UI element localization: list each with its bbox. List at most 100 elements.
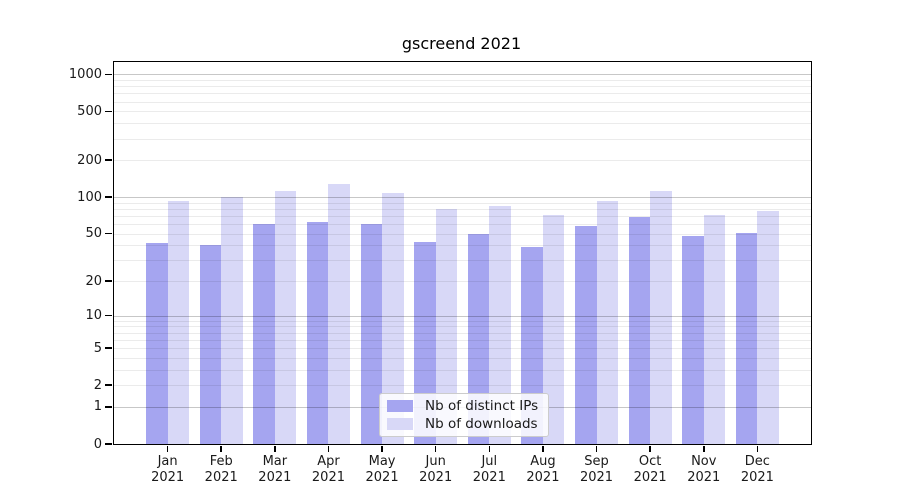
y-tick-label-500: 500 [77,103,102,119]
x-tick-dec [756,445,759,452]
y-tick-1 [105,406,112,408]
gridline-minor-800 [114,86,811,88]
bar-sep-downloads [596,200,618,444]
x-tick-label-nov: Nov 2021 [672,454,736,486]
bar-apr-distinct-ips [307,222,329,444]
bar-aug-downloads [542,215,565,444]
legend-entry-distinct-ips: Nb of distinct IPs [387,398,538,414]
gridline-major-100 [114,197,811,199]
x-tick-jul [488,445,491,452]
y-tick-2 [105,384,112,386]
bar-nov-distinct-ips [682,235,704,444]
x-tick-label-aug: Aug 2021 [511,454,575,486]
gridline-minor-700 [114,93,811,95]
x-label-month: Jun [425,454,446,469]
gridline-minor-7 [114,332,811,334]
legend: Nb of distinct IPs Nb of downloads [379,393,550,437]
x-tick-feb [220,445,222,452]
x-label-month: Jan [157,454,178,469]
y-tick-20 [105,280,112,282]
y-tick-10 [105,314,112,317]
y-tick-label-2: 2 [93,377,102,393]
x-tick-label-jul: Jul 2021 [457,454,521,486]
x-label-year: 2021 [526,470,560,485]
bar-mar-distinct-ips [253,224,275,444]
y-tick-5 [105,347,112,349]
gridline-minor-8 [114,326,811,328]
bar-jun-downloads [435,208,458,444]
gridline-minor-9 [114,320,811,322]
x-label-month: Mar [262,454,288,469]
x-label-month: May [368,454,396,469]
gridline-minor-2 [114,385,811,387]
x-label-year: 2021 [365,470,399,485]
legend-entry-downloads: Nb of downloads [387,416,538,432]
bars-layer [114,62,811,444]
x-label-year: 2021 [204,470,238,485]
x-tick-label-feb: Feb 2021 [189,454,253,486]
gridline-minor-900 [114,79,811,81]
plot-area: 1000 500 200 100 50 20 10 5 2 1 0 Jan 2021 Feb 2021 Ma… [69,61,812,485]
gridline-minor-20 [114,281,811,283]
y-tick-label-100: 100 [77,189,102,205]
bar-nov-downloads [703,215,726,444]
x-label-year: 2021 [472,470,506,485]
y-tick-label-50: 50 [85,226,102,242]
gridlines-layer [114,62,811,444]
x-label-year: 2021 [740,470,774,485]
bar-apr-downloads [328,183,350,444]
legend-swatch-downloads [387,418,413,430]
x-label-month: Nov [691,454,717,469]
x-tick-sep [595,445,598,452]
gridline-minor-5 [114,348,811,350]
x-tick-oct [649,445,651,452]
bar-oct-distinct-ips [628,216,651,444]
y-tick-0 [105,443,112,445]
x-label-month: Jul [481,454,498,469]
x-label-year: 2021 [258,470,292,485]
y-tick-500 [105,110,112,113]
x-tick-label-jan: Jan 2021 [136,454,200,486]
gridline-minor-4 [114,357,811,359]
x-label-month: Dec [744,454,770,469]
legend-swatch-distinct-ips [387,400,413,412]
x-tick-aug [542,445,544,452]
chart-title: gscreend 2021 [401,34,522,53]
gridline-minor-90 [114,202,811,204]
x-tick-may [381,445,383,452]
gridline-minor-50 [114,233,811,235]
bar-mar-downloads [274,191,297,444]
x-label-month: Oct [638,454,662,469]
y-tick-label-5: 5 [93,340,102,356]
bar-jul-downloads [489,206,511,444]
x-tick-jun [434,445,437,452]
gridline-minor-200 [114,160,811,162]
x-tick-label-may: May 2021 [350,454,414,486]
gridline-minor-6 [114,339,811,341]
y-tick-50 [105,232,112,235]
bar-sep-distinct-ips [575,225,597,444]
x-label-year: 2021 [311,470,345,485]
x-label-month: Sep [584,454,609,469]
x-tick-apr [327,445,330,452]
bar-feb-downloads [221,196,243,444]
y-tick-label-1000: 1000 [68,66,102,82]
x-label-year: 2021 [151,470,185,485]
bar-jan-distinct-ips [146,242,168,444]
y-tick-label-1: 1 [93,399,102,415]
x-tick-label-dec: Dec 2021 [725,454,789,486]
gridline-minor-80 [114,208,811,210]
x-label-year: 2021 [633,470,667,485]
legend-label-distinct-ips: Nb of distinct IPs [425,398,539,414]
y-tick-1000 [105,73,112,76]
x-tick-label-jun: Jun 2021 [404,454,468,486]
y-tick-label-10: 10 [85,308,102,324]
x-tick-nov [703,445,705,452]
bar-dec-downloads [757,210,779,444]
x-label-year: 2021 [419,470,453,485]
gridline-minor-60 [114,224,811,226]
y-axis-layer: 1000 500 200 100 50 20 10 5 2 1 0 [69,62,811,452]
x-label-month: Feb [209,454,233,469]
gridline-minor-30 [114,260,811,262]
